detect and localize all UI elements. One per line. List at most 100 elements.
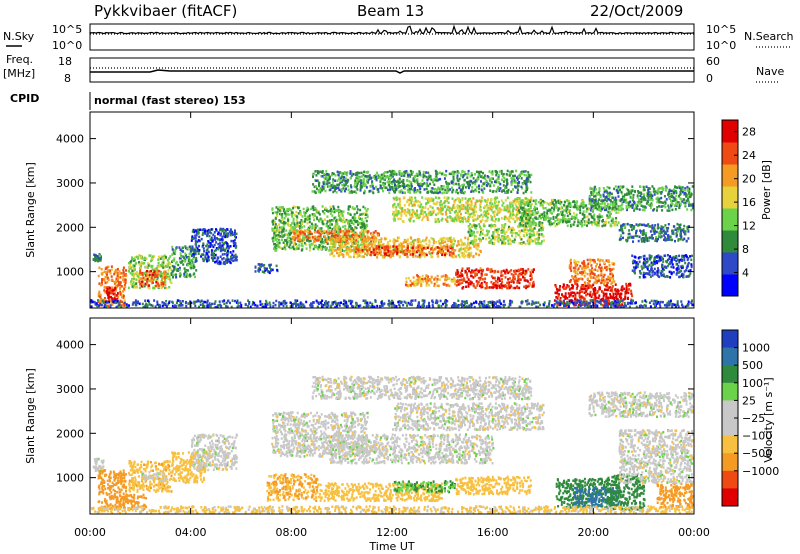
echo-cell <box>494 220 496 223</box>
echo-cell <box>333 245 335 248</box>
echo-cell <box>534 238 536 241</box>
echo-cell <box>344 228 346 231</box>
echo-cell <box>496 197 498 200</box>
echo-cell <box>485 211 487 214</box>
echo-cell <box>226 247 228 250</box>
echo-cell <box>317 239 319 242</box>
echo-cell <box>436 189 438 192</box>
echo-cell <box>132 285 134 288</box>
echo-cell <box>390 174 392 177</box>
station-title: Pykkvibaer (fitACF) <box>94 2 237 20</box>
echo-cell <box>433 240 435 243</box>
echo-cell <box>272 220 274 223</box>
echo-cell <box>360 189 362 192</box>
echo-cell <box>329 224 331 227</box>
echo-cell <box>288 213 290 216</box>
echo-cell <box>491 224 493 227</box>
echo-cell <box>329 227 331 230</box>
echo-cell <box>297 225 299 228</box>
echo-cell <box>219 260 221 263</box>
echo-cell <box>449 173 451 176</box>
echo-cell <box>179 275 181 278</box>
echo-cell <box>392 170 394 173</box>
echo-cell <box>447 206 449 209</box>
echo-cell <box>363 180 365 183</box>
echo-cell <box>167 263 169 266</box>
echo-cell <box>501 204 503 207</box>
echo-cell <box>106 281 108 284</box>
echo-cell <box>281 231 283 234</box>
echo-cell <box>530 233 532 236</box>
echo-cell <box>357 253 359 256</box>
echo-cell <box>405 211 407 214</box>
echo-cell <box>389 188 391 191</box>
echo-cell <box>427 247 429 250</box>
echo-cell <box>370 185 372 188</box>
echo-cell <box>403 245 405 248</box>
echo-cell <box>275 249 277 252</box>
echo-cell <box>515 232 517 235</box>
echo-cell <box>441 211 443 214</box>
echo-cell <box>426 284 428 287</box>
echo-cell <box>283 225 285 228</box>
echo-cell <box>298 207 300 210</box>
echo-cell <box>486 219 488 222</box>
echo-cell <box>371 183 373 186</box>
echo-cell <box>457 276 459 279</box>
echo-cell <box>214 235 216 238</box>
echo-cell <box>378 246 380 249</box>
echo-cell <box>465 286 467 289</box>
echo-cell <box>362 233 364 236</box>
echo-cell <box>476 284 478 287</box>
echo-cell <box>142 283 144 286</box>
echo-cell <box>421 196 423 199</box>
echo-cell <box>191 239 193 242</box>
echo-cell <box>491 172 493 175</box>
echo-cell <box>353 191 355 194</box>
echo-cell <box>427 208 429 211</box>
echo-cell <box>169 263 171 266</box>
echo-cell <box>479 234 481 237</box>
echo-cell <box>372 192 374 195</box>
echo-cell <box>301 248 303 251</box>
echo-cell <box>162 264 164 267</box>
echo-cell <box>138 280 140 283</box>
echo-cell <box>415 199 417 202</box>
echo-cell <box>311 243 313 246</box>
echo-cell <box>295 211 297 214</box>
echo-cell <box>214 231 216 234</box>
echo-cell <box>464 237 466 240</box>
echo-cell <box>309 249 311 252</box>
echo-cell <box>173 274 175 277</box>
echo-cell <box>419 191 421 194</box>
echo-cell <box>176 261 178 264</box>
echo-cell <box>283 241 285 244</box>
echo-cell <box>454 206 456 209</box>
echo-cell <box>392 204 394 207</box>
echo-cell <box>376 172 378 175</box>
echo-cell <box>401 248 403 251</box>
echo-cell <box>436 252 438 255</box>
echo-cell <box>308 237 310 240</box>
echo-cell <box>100 284 102 287</box>
freq-frame <box>90 58 694 82</box>
echo-cell <box>478 191 480 194</box>
echo-cell <box>527 171 529 174</box>
echo-cell <box>290 232 292 235</box>
echo-cell <box>445 170 447 173</box>
echo-cell <box>387 241 389 244</box>
echo-cell <box>509 277 511 280</box>
echo-cell <box>422 176 424 179</box>
echo-cell <box>396 251 398 254</box>
echo-cell <box>454 201 456 204</box>
echo-cell <box>404 204 406 207</box>
echo-cell <box>513 200 515 203</box>
echo-cell <box>364 230 366 233</box>
echo-cell <box>309 225 311 228</box>
echo-cell <box>365 247 367 250</box>
echo-cell <box>222 253 224 256</box>
echo-cell <box>299 213 301 216</box>
echo-cell <box>457 170 459 173</box>
echo-cell <box>416 173 418 176</box>
echo-cell <box>119 291 121 294</box>
